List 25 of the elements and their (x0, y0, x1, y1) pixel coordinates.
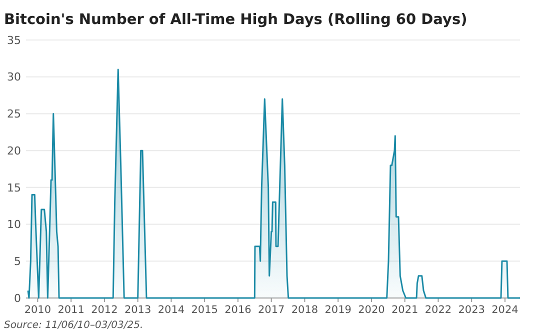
x-tick-label: 2012 (91, 304, 118, 316)
x-tick-label: 2017 (258, 304, 285, 316)
y-tick-label: 30 (7, 70, 21, 84)
y-tick-label: 5 (14, 254, 21, 268)
x-tick-label: 2023 (458, 304, 485, 316)
x-tick-label: 2015 (191, 304, 218, 316)
x-tick-label: 2018 (291, 304, 318, 316)
x-tick-label: 2010 (24, 304, 52, 316)
y-tick-label: 20 (7, 144, 21, 158)
x-tick-label: 2020 (358, 304, 385, 316)
x-tick-label: 2011 (58, 304, 84, 316)
chart-title: Bitcoin's Number of All-Time High Days (Rolling 60 Days) (4, 12, 468, 28)
x-tick-label: 2024 (492, 304, 519, 316)
y-tick-label: 15 (7, 181, 21, 194)
x-tick-label: 2021 (391, 304, 418, 316)
x-tick-label: 2022 (424, 304, 452, 316)
x-tick-label: 2013 (124, 304, 152, 316)
y-tick-label: 25 (7, 108, 21, 121)
y-tick-label: 10 (7, 218, 21, 232)
x-tick-label: 2019 (324, 304, 352, 316)
x-tick-label: 2016 (224, 304, 252, 316)
source-note: Source: 11/06/10–03/03/25. (4, 320, 144, 331)
x-tick-label: 2014 (158, 304, 185, 316)
y-tick-label: 0 (14, 292, 21, 305)
y-tick-label: 35 (7, 34, 21, 47)
